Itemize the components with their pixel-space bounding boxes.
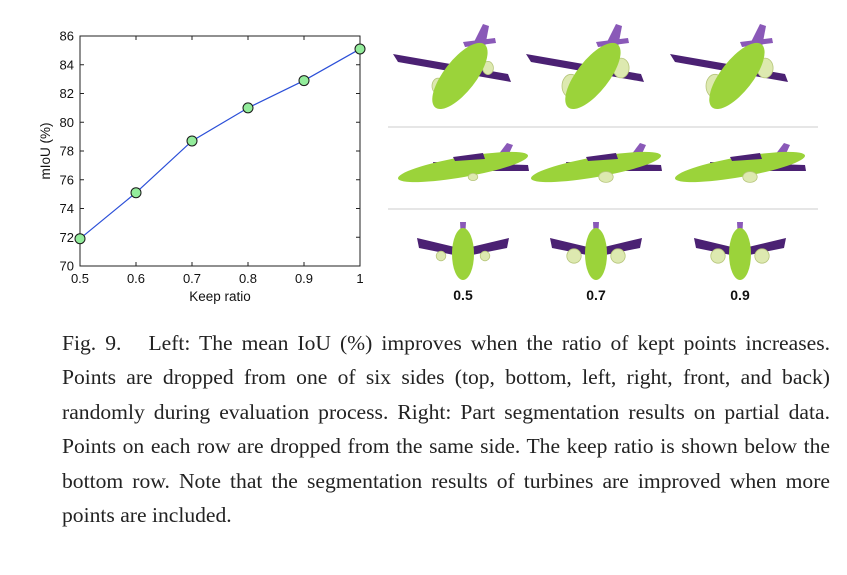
figure-caption: Fig. 9. Left: The mean IoU (%) improves … <box>62 326 830 532</box>
y-tick-label: 76 <box>60 172 74 187</box>
airplane-segmentation-r3-c1 <box>417 222 509 280</box>
airplane-segmentation-r1-c1 <box>393 24 511 109</box>
airplane-segmentation-r1-c3 <box>670 24 788 109</box>
y-tick-label: 74 <box>60 201 74 216</box>
y-tick-label: 72 <box>60 230 74 245</box>
x-tick-label: 0.8 <box>239 271 257 286</box>
x-tick-label: 0.6 <box>127 271 145 286</box>
caption-label: Fig. 9. <box>62 331 122 355</box>
series-line <box>79 48 361 240</box>
caption-text: Left: The mean IoU (%) improves when the… <box>62 331 830 528</box>
y-tick-label: 84 <box>60 57 74 72</box>
data-point <box>186 135 198 147</box>
airplane-segmentation-r2-c3 <box>674 143 806 183</box>
plot-frame <box>79 35 361 267</box>
miou-line-chart: 70 72 74 76 78 80 82 84 86 0.5 0.6 0.7 0.8 0.9 1 Keep… <box>38 29 366 304</box>
y-tick-label: 86 <box>60 29 74 44</box>
keep-ratio-label-1: 0.5 <box>453 287 473 303</box>
airplane-segmentation-r3-c2 <box>550 222 642 280</box>
y-tick-label: 82 <box>60 86 74 101</box>
keep-ratio-label-2: 0.7 <box>586 287 606 303</box>
figure: 70 72 74 76 78 80 82 84 86 0.5 0.6 0.7 0.8 0.9 1 Keep… <box>38 24 818 304</box>
segmentation-grid: 0.5 0.7 0.9 <box>388 24 818 303</box>
airplane-segmentation-r2-c1 <box>397 143 529 183</box>
data-point <box>242 102 254 114</box>
x-axis-label: Keep ratio <box>189 289 251 304</box>
keep-ratio-label-3: 0.9 <box>730 287 750 303</box>
data-point <box>74 233 86 245</box>
y-tick-label: 80 <box>60 115 74 130</box>
airplane-segmentation-r2-c2 <box>530 143 662 183</box>
y-axis-label: mIoU (%) <box>38 123 53 180</box>
x-tick-label: 0.7 <box>183 271 201 286</box>
x-tick-label: 0.9 <box>295 271 313 286</box>
y-tick-label: 70 <box>60 259 74 274</box>
x-tick-label: 1 <box>356 271 363 286</box>
y-tick-label: 78 <box>60 144 74 159</box>
airplane-segmentation-r3-c3 <box>694 222 786 280</box>
data-point <box>298 75 310 87</box>
data-point <box>130 187 142 199</box>
data-point <box>354 43 366 55</box>
x-tick-label: 0.5 <box>71 271 89 286</box>
airplane-segmentation-r1-c2 <box>526 24 644 109</box>
